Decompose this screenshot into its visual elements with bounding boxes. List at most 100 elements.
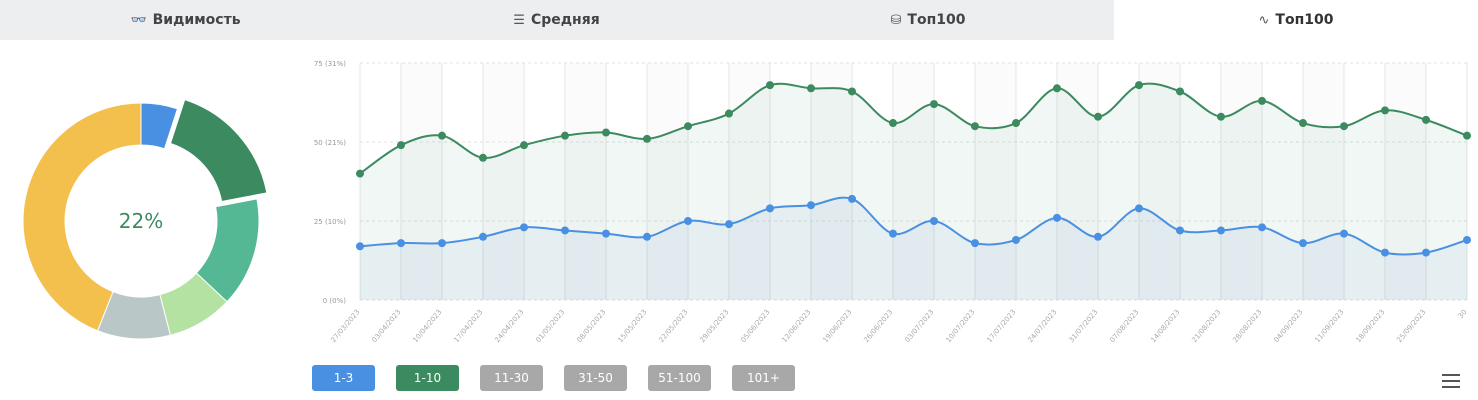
hamburger-menu-icon[interactable] [1442, 374, 1460, 388]
donut-chart: 22% [22, 99, 268, 340]
data-point-1-10[interactable] [1176, 87, 1184, 96]
data-point-1-10[interactable] [1258, 96, 1266, 105]
tab-average[interactable]: ☰ Средняя [371, 0, 742, 40]
data-point-1-3[interactable] [684, 217, 692, 225]
x-tick-label: 12/06/2023 [780, 308, 812, 344]
donut-slice-101+[interactable] [22, 102, 142, 332]
x-tick-label: 10/04/2023 [411, 308, 443, 344]
grid-band [483, 63, 524, 300]
data-point-1-10[interactable] [561, 131, 569, 140]
data-point-1-3[interactable] [725, 220, 733, 229]
x-tick-label: 21/08/2023 [1190, 308, 1222, 344]
legend-button-1-3[interactable]: 1-3 [312, 365, 375, 391]
data-point-1-3[interactable] [1217, 226, 1225, 235]
data-point-1-3[interactable] [848, 194, 856, 203]
data-point-1-3[interactable] [397, 239, 405, 248]
data-point-1-3[interactable] [1340, 229, 1348, 238]
tab-top100-stack[interactable]: ⛁ Топ100 [742, 0, 1114, 40]
series-area-1-3 [360, 197, 1467, 300]
data-point-1-3[interactable] [643, 232, 651, 241]
data-point-1-10[interactable] [1094, 112, 1102, 121]
data-point-1-10[interactable] [1053, 84, 1061, 93]
data-point-1-10[interactable] [479, 153, 487, 162]
data-point-1-10[interactable] [397, 141, 405, 150]
data-point-1-10[interactable] [1299, 119, 1307, 128]
grid-band [1180, 63, 1221, 300]
x-tick-label: 19/06/2023 [821, 308, 853, 344]
x-tick-label: 28/08/2023 [1231, 308, 1263, 344]
data-point-1-10[interactable] [848, 87, 856, 96]
data-point-1-10[interactable] [1135, 81, 1143, 90]
donut-center-label: 22% [119, 209, 163, 233]
data-point-1-10[interactable] [1340, 122, 1348, 131]
data-point-1-3[interactable] [1135, 204, 1143, 213]
legend-button-101-plus[interactable]: 101+ [732, 365, 795, 391]
data-point-1-3[interactable] [1463, 235, 1471, 244]
grid-band [729, 63, 770, 300]
data-point-1-10[interactable] [438, 131, 446, 140]
x-tick-label: 26/06/2023 [862, 308, 894, 344]
data-point-1-3[interactable] [766, 204, 774, 213]
grid-band [524, 63, 565, 300]
x-tick-label: 05/06/2023 [739, 308, 771, 344]
data-point-1-3[interactable] [438, 239, 446, 248]
data-point-1-10[interactable] [643, 134, 651, 143]
data-point-1-10[interactable] [1422, 115, 1430, 124]
data-point-1-10[interactable] [889, 119, 897, 128]
grid-band [442, 63, 483, 300]
data-point-1-3[interactable] [602, 229, 610, 238]
data-point-1-3[interactable] [356, 242, 364, 251]
data-point-1-10[interactable] [725, 109, 733, 118]
legend-button-11-30[interactable]: 11-30 [480, 365, 543, 391]
data-point-1-10[interactable] [602, 128, 610, 137]
x-tick-label: 17/04/2023 [452, 308, 484, 344]
data-point-1-10[interactable] [520, 141, 528, 150]
data-point-1-3[interactable] [1299, 239, 1307, 248]
data-point-1-10[interactable] [971, 122, 979, 131]
data-point-1-10[interactable] [930, 100, 938, 109]
data-point-1-3[interactable] [1381, 248, 1389, 257]
data-point-1-3[interactable] [930, 217, 938, 225]
data-point-1-10[interactable] [356, 169, 364, 178]
legend-button-31-50[interactable]: 31-50 [564, 365, 627, 391]
data-point-1-10[interactable] [766, 81, 774, 90]
data-point-1-3[interactable] [561, 226, 569, 235]
data-point-1-10[interactable] [684, 122, 692, 131]
tab-visibility[interactable]: 👓 Видимость [0, 0, 371, 40]
data-point-1-3[interactable] [889, 229, 897, 238]
data-point-1-3[interactable] [520, 223, 528, 232]
legend-button-1-10[interactable]: 1-10 [396, 365, 459, 391]
data-point-1-3[interactable] [1094, 232, 1102, 241]
lines-icon: ☰ [513, 12, 525, 28]
legend-button-51-100[interactable]: 51-100 [648, 365, 711, 391]
data-point-1-3[interactable] [1053, 213, 1061, 222]
y-tick-label: 50 (21%) [314, 139, 346, 147]
x-tick-label: 17/07/2023 [985, 308, 1017, 344]
series-line-1-10 [359, 82, 1468, 175]
grid-band [1139, 63, 1180, 300]
tab-top100-trend[interactable]: ∿ Топ100 [1114, 0, 1478, 40]
data-point-1-10[interactable] [1381, 106, 1389, 115]
data-point-1-3[interactable] [807, 201, 815, 210]
data-point-1-10[interactable] [1463, 131, 1471, 140]
data-point-1-10[interactable] [807, 84, 815, 93]
y-tick-label: 75 (31%) [314, 60, 346, 68]
grid-band [811, 63, 852, 300]
data-point-1-3[interactable] [1258, 223, 1266, 232]
data-point-1-3[interactable] [1176, 226, 1184, 235]
x-tick-label: 08/05/2023 [575, 308, 607, 344]
series-area-1-10 [360, 83, 1467, 300]
data-point-1-3[interactable] [971, 239, 979, 248]
grid-band [1385, 63, 1426, 300]
x-tick-label: 25/09/2023 [1395, 308, 1427, 344]
donut-slice-1-3[interactable] [140, 102, 179, 150]
data-point-1-10[interactable] [1217, 112, 1225, 121]
x-tick-label: 07/08/2023 [1108, 308, 1140, 344]
data-point-1-3[interactable] [1012, 235, 1020, 244]
x-tick-label: 30 [1457, 308, 1469, 320]
grid-band [647, 63, 688, 300]
data-point-1-3[interactable] [479, 232, 487, 241]
data-point-1-3[interactable] [1422, 248, 1430, 257]
donut-slice-1-10[interactable] [169, 99, 268, 203]
data-point-1-10[interactable] [1012, 119, 1020, 128]
